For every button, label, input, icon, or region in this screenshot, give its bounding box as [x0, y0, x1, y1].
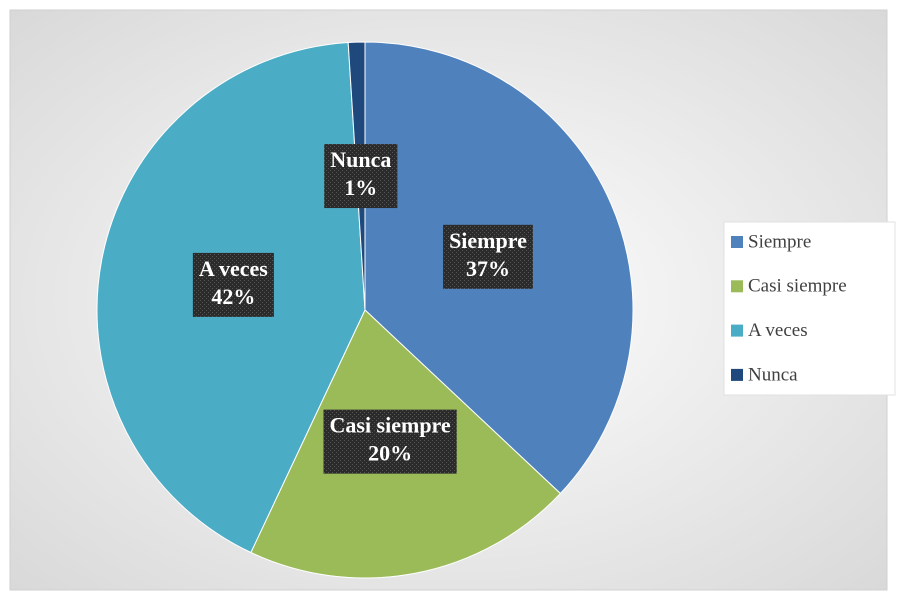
- legend-label: Casi siempre: [748, 276, 847, 297]
- data-label-category: Casi siempre: [330, 413, 451, 438]
- legend-label: Siempre: [748, 231, 811, 252]
- legend-label: Nunca: [748, 364, 798, 385]
- data-label-value: 20%: [368, 441, 412, 466]
- data-label-box: [443, 224, 533, 289]
- data-label-box: [324, 144, 398, 209]
- data-label: Casi siempre 20%: [323, 409, 457, 474]
- data-label-category: Nunca: [330, 147, 391, 172]
- data-label-box: [323, 409, 457, 474]
- legend-swatch: [731, 236, 743, 248]
- data-label-category: A veces: [199, 256, 268, 281]
- data-label-category: Siempre: [449, 228, 527, 253]
- data-label-value: 42%: [211, 284, 255, 309]
- legend-swatch: [731, 280, 743, 293]
- legend-box: [723, 221, 896, 396]
- data-label-value: 1%: [344, 175, 377, 200]
- legend-label: A veces: [748, 320, 808, 341]
- data-label: Siempre 37%: [443, 224, 533, 289]
- data-label: A veces 42%: [192, 252, 274, 317]
- legend-swatch: [731, 324, 743, 337]
- data-label: Nunca 1%: [324, 144, 398, 209]
- data-label-value: 37%: [466, 256, 510, 281]
- data-label-box: [192, 252, 274, 317]
- legend-swatch: [731, 368, 743, 381]
